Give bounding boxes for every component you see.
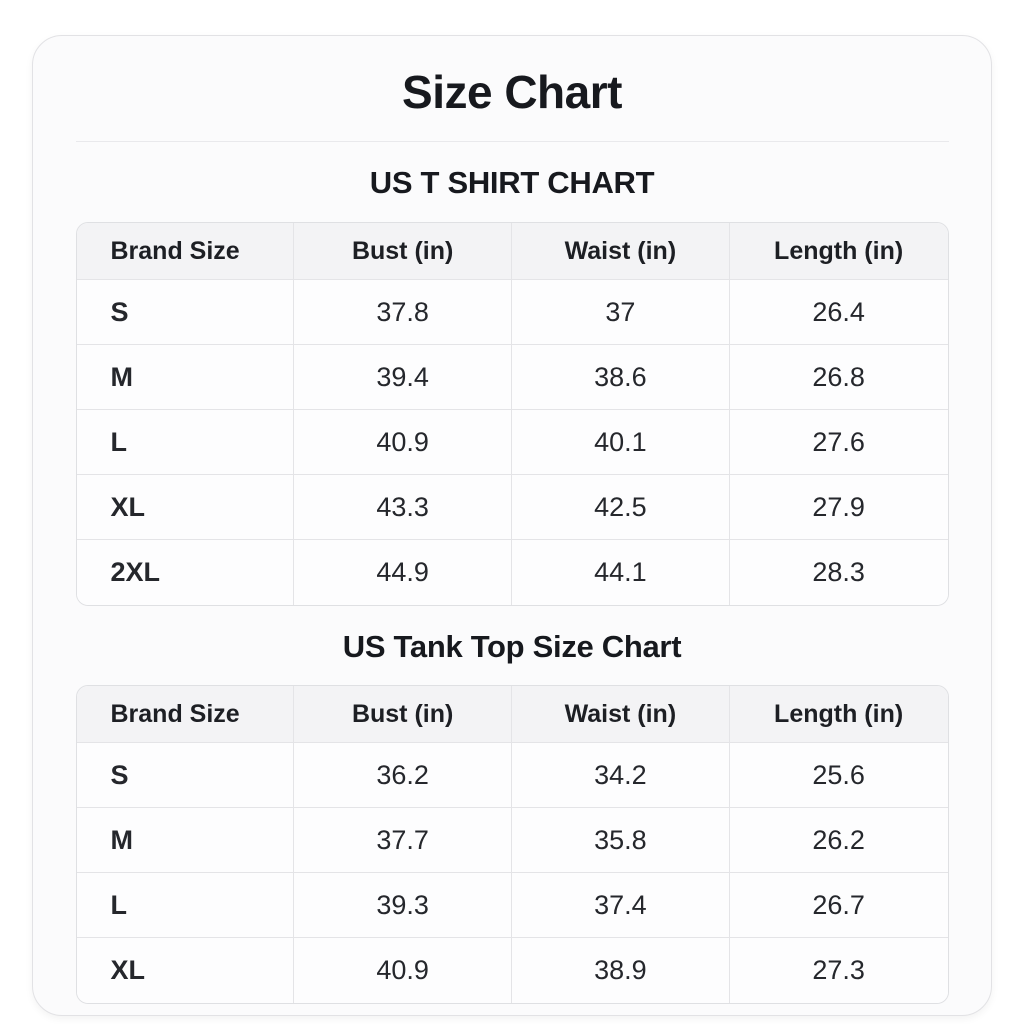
measurement-cell: 26.4 bbox=[729, 280, 948, 345]
tshirt-size-table: Brand Size Bust (in) Waist (in) Length (in)… bbox=[76, 223, 948, 605]
brand-size-cell: XL bbox=[76, 475, 295, 540]
brand-size-cell: S bbox=[76, 743, 295, 808]
column-header: Waist (in) bbox=[512, 686, 730, 743]
tanktop-size-table-container: Brand Size Bust (in) Waist (in) Length (in)… bbox=[75, 685, 949, 1004]
brand-size-cell: S bbox=[76, 280, 295, 345]
measurement-cell: 38.9 bbox=[512, 938, 730, 1003]
table-row: L 39.3 37.4 26.7 bbox=[76, 873, 948, 938]
measurement-cell: 37.7 bbox=[294, 808, 512, 873]
measurement-cell: 44.1 bbox=[512, 540, 730, 605]
tanktop-chart-heading: US Tank Top Size Chart bbox=[342, 629, 682, 664]
measurement-cell: 40.9 bbox=[294, 410, 512, 475]
page-title: Size Chart bbox=[402, 66, 622, 118]
measurement-cell: 27.9 bbox=[729, 475, 948, 540]
table-row: M 37.7 35.8 26.2 bbox=[76, 808, 948, 873]
brand-size-cell: L bbox=[76, 873, 295, 938]
measurement-cell: 37.4 bbox=[512, 873, 730, 938]
brand-size-cell: M bbox=[76, 808, 295, 873]
brand-size-cell: XL bbox=[76, 938, 295, 1003]
title-divider bbox=[75, 141, 949, 142]
tshirt-chart-section: US T SHIRT CHART Brand Size Bust (in) Wais… bbox=[33, 165, 991, 606]
tanktop-size-table: Brand Size Bust (in) Waist (in) Length (in)… bbox=[76, 686, 948, 1003]
measurement-cell: 39.4 bbox=[294, 345, 512, 410]
column-header: Bust (in) bbox=[294, 686, 512, 743]
column-header: Bust (in) bbox=[294, 223, 512, 280]
measurement-cell: 25.6 bbox=[729, 743, 948, 808]
column-header: Length (in) bbox=[729, 223, 948, 280]
brand-size-cell: 2XL bbox=[76, 540, 295, 605]
table-row: S 36.2 34.2 25.6 bbox=[76, 743, 948, 808]
measurement-cell: 28.3 bbox=[729, 540, 948, 605]
table-row: M 39.4 38.6 26.8 bbox=[76, 345, 948, 410]
size-chart-card: Size Chart US T SHIRT CHART Brand Size Bu… bbox=[32, 35, 992, 1016]
column-header: Length (in) bbox=[729, 686, 948, 743]
measurement-cell: 26.7 bbox=[729, 873, 948, 938]
measurement-cell: 37 bbox=[512, 280, 730, 345]
measurement-cell: 36.2 bbox=[294, 743, 512, 808]
brand-size-cell: L bbox=[76, 410, 295, 475]
table-row: 2XL 44.9 44.1 28.3 bbox=[76, 540, 948, 605]
measurement-cell: 43.3 bbox=[294, 475, 512, 540]
brand-size-cell: M bbox=[76, 345, 295, 410]
table-row: XL 40.9 38.9 27.3 bbox=[76, 938, 948, 1003]
column-header: Waist (in) bbox=[512, 223, 730, 280]
measurement-cell: 27.3 bbox=[729, 938, 948, 1003]
measurement-cell: 37.8 bbox=[294, 280, 512, 345]
table-row: L 40.9 40.1 27.6 bbox=[76, 410, 948, 475]
measurement-cell: 26.8 bbox=[729, 345, 948, 410]
measurement-cell: 34.2 bbox=[512, 743, 730, 808]
measurement-cell: 44.9 bbox=[294, 540, 512, 605]
header-row: Brand Size Bust (in) Waist (in) Length (in) bbox=[76, 223, 948, 280]
tanktop-chart-section: US Tank Top Size Chart Brand Size Bust (i… bbox=[33, 629, 991, 1004]
column-header: Brand Size bbox=[76, 686, 295, 743]
table-row: XL 43.3 42.5 27.9 bbox=[76, 475, 948, 540]
tshirt-size-table-container: Brand Size Bust (in) Waist (in) Length (in)… bbox=[75, 222, 949, 606]
table-row: S 37.8 37 26.4 bbox=[76, 280, 948, 345]
measurement-cell: 39.3 bbox=[294, 873, 512, 938]
column-header: Brand Size bbox=[76, 223, 295, 280]
measurement-cell: 35.8 bbox=[512, 808, 730, 873]
measurement-cell: 40.9 bbox=[294, 938, 512, 1003]
measurement-cell: 40.1 bbox=[512, 410, 730, 475]
measurement-cell: 26.2 bbox=[729, 808, 948, 873]
measurement-cell: 27.6 bbox=[729, 410, 948, 475]
measurement-cell: 42.5 bbox=[512, 475, 730, 540]
measurement-cell: 38.6 bbox=[512, 345, 730, 410]
tshirt-chart-heading: US T SHIRT CHART bbox=[369, 165, 655, 200]
header-row: Brand Size Bust (in) Waist (in) Length (in) bbox=[76, 686, 948, 743]
